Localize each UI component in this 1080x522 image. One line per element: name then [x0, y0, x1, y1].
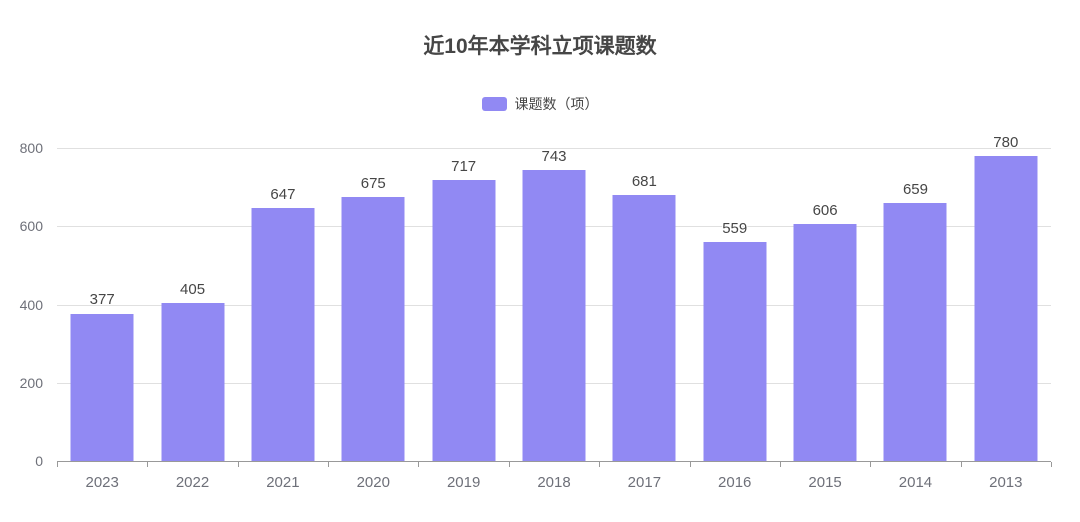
- x-axis-category-label: 2021: [266, 474, 300, 491]
- x-axis-category-label: 2020: [356, 474, 390, 491]
- x-axis-tick: [508, 462, 510, 467]
- x-axis-tick: [1051, 462, 1052, 467]
- bar-value-label: 647: [270, 185, 296, 203]
- plot-area: 0 200 400 600 800 377 2023 405 2022 647 2021 675 202…: [20, 134, 1052, 491]
- y-axis-tick-label: 800: [19, 140, 43, 156]
- x-axis-category-label: 2019: [446, 474, 481, 491]
- x-axis-category-label: 2023: [85, 474, 119, 491]
- bar-2023[interactable]: [70, 313, 134, 461]
- bar-2015[interactable]: [793, 223, 857, 461]
- x-axis-category-label: 2016: [718, 474, 752, 491]
- y-axis-tick-label: 600: [19, 218, 43, 235]
- x-axis-tick: [418, 462, 420, 467]
- bar-value-label: 377: [89, 291, 115, 309]
- bar-value-label: 675: [360, 174, 386, 192]
- bar-2013[interactable]: [974, 155, 1038, 461]
- bar-value-label: 659: [902, 181, 928, 199]
- bar-2019[interactable]: [432, 180, 496, 461]
- x-axis-line: [57, 461, 1051, 462]
- x-axis-tick: [57, 462, 58, 467]
- x-axis-category-label: 2014: [898, 474, 933, 491]
- bar-value-label: 606: [812, 201, 838, 219]
- bar-value-label: 405: [180, 280, 206, 298]
- x-axis-tick: [147, 462, 149, 467]
- legend-swatch-icon: [481, 97, 507, 111]
- chart-title: 近10年本学科立项课题数: [423, 35, 657, 58]
- x-axis-tick: [237, 462, 239, 467]
- bar-2018[interactable]: [522, 170, 586, 461]
- y-axis-tick-label: 0: [35, 453, 43, 469]
- x-axis-category-label: 2022: [175, 474, 210, 491]
- y-axis-tick-label: 400: [19, 296, 43, 313]
- bar-value-label: 559: [722, 220, 748, 238]
- bar-2014[interactable]: [883, 203, 947, 461]
- bar-2022[interactable]: [161, 302, 225, 461]
- gridline: [57, 148, 1051, 149]
- bar-value-label: 743: [541, 148, 567, 166]
- x-axis-tick: [689, 462, 691, 467]
- x-axis-category-label: 2013: [989, 474, 1023, 491]
- bar-value-label: 681: [631, 172, 657, 190]
- x-axis-category-label: 2017: [627, 474, 662, 491]
- legend-item[interactable]: 课题数（项）: [0, 94, 1080, 114]
- legend-label: 课题数（项）: [514, 96, 599, 112]
- x-axis-category-label: 2018: [537, 474, 571, 491]
- x-axis-tick: [870, 462, 872, 467]
- bar-2017[interactable]: [612, 194, 676, 461]
- x-axis-tick: [599, 462, 601, 467]
- bar-2021[interactable]: [251, 207, 315, 461]
- x-axis-category-label: 2015: [808, 474, 842, 491]
- bar-2020[interactable]: [341, 196, 405, 461]
- y-axis-tick-label: 200: [19, 374, 43, 391]
- x-axis-tick: [779, 462, 781, 467]
- x-axis-tick: [960, 462, 962, 467]
- bar-value-label: 780: [993, 133, 1019, 151]
- bar-2016[interactable]: [703, 242, 767, 461]
- x-axis-tick: [328, 462, 330, 467]
- bar-value-label: 717: [451, 158, 477, 176]
